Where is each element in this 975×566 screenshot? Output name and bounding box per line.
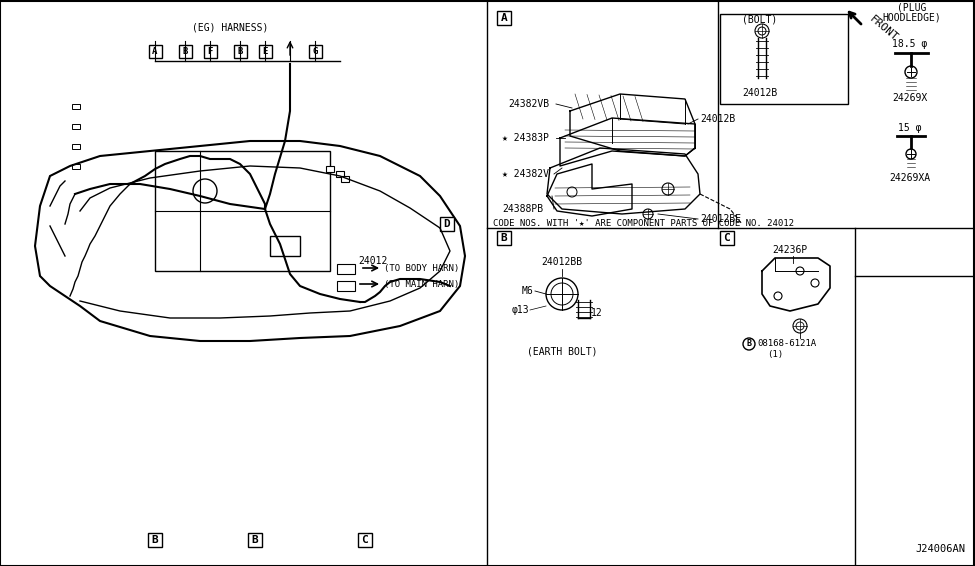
Text: A: A bbox=[500, 13, 507, 23]
Text: (BOLT): (BOLT) bbox=[742, 14, 778, 24]
Bar bbox=[341, 176, 349, 182]
Text: M6: M6 bbox=[523, 286, 534, 296]
Text: B: B bbox=[747, 340, 752, 349]
Text: (EARTH BOLT): (EARTH BOLT) bbox=[526, 346, 598, 356]
Text: B: B bbox=[237, 46, 243, 55]
Text: D: D bbox=[444, 219, 450, 229]
Text: C: C bbox=[362, 535, 369, 545]
Text: 24382VB: 24382VB bbox=[508, 99, 549, 109]
Text: E: E bbox=[262, 46, 268, 55]
Bar bbox=[337, 264, 355, 274]
Text: (PLUG: (PLUG bbox=[897, 3, 926, 13]
Bar bbox=[336, 171, 344, 177]
Bar bbox=[497, 231, 511, 245]
Text: (TO BODY HARN): (TO BODY HARN) bbox=[384, 264, 459, 272]
Text: F: F bbox=[208, 46, 213, 55]
Text: HOODLEDGE): HOODLEDGE) bbox=[882, 13, 942, 23]
Circle shape bbox=[743, 338, 755, 350]
Text: 24012B: 24012B bbox=[742, 88, 778, 98]
Bar bbox=[326, 166, 334, 172]
Text: B: B bbox=[182, 46, 187, 55]
Text: 18.5 φ: 18.5 φ bbox=[892, 39, 927, 49]
Text: B: B bbox=[252, 535, 258, 545]
Bar bbox=[72, 144, 80, 149]
Text: J24006AN: J24006AN bbox=[915, 544, 965, 554]
Text: 24236P: 24236P bbox=[772, 245, 807, 255]
Bar bbox=[358, 533, 372, 547]
Text: ★ 24383P: ★ 24383P bbox=[502, 133, 549, 143]
Bar bbox=[720, 14, 848, 104]
Bar bbox=[497, 11, 511, 25]
Text: φ13: φ13 bbox=[511, 305, 528, 315]
Text: (TO MAIN HARN): (TO MAIN HARN) bbox=[384, 280, 459, 289]
Bar bbox=[148, 45, 162, 58]
Bar bbox=[308, 45, 322, 58]
Text: 24269XA: 24269XA bbox=[889, 173, 930, 183]
Text: (1): (1) bbox=[767, 350, 783, 359]
Text: 24269X: 24269X bbox=[892, 93, 927, 103]
Text: 15 φ: 15 φ bbox=[898, 123, 921, 133]
Bar bbox=[248, 533, 262, 547]
Text: B: B bbox=[152, 535, 158, 545]
Text: 24012BE: 24012BE bbox=[700, 214, 741, 224]
Bar bbox=[178, 45, 191, 58]
Text: 24012B: 24012B bbox=[700, 114, 735, 124]
Bar bbox=[204, 45, 216, 58]
Bar bbox=[72, 104, 80, 109]
Text: A: A bbox=[152, 46, 158, 55]
Text: FRONT: FRONT bbox=[867, 14, 899, 44]
Bar bbox=[72, 124, 80, 129]
Bar bbox=[258, 45, 271, 58]
Text: B: B bbox=[500, 233, 507, 243]
Bar bbox=[270, 236, 300, 256]
Bar bbox=[337, 281, 355, 291]
Text: 12: 12 bbox=[591, 308, 603, 318]
Bar bbox=[155, 151, 330, 271]
Text: (EG) HARNESS): (EG) HARNESS) bbox=[192, 23, 268, 33]
Bar bbox=[233, 45, 247, 58]
Text: 08168-6121A: 08168-6121A bbox=[757, 340, 816, 349]
Text: C: C bbox=[723, 233, 730, 243]
Bar bbox=[440, 217, 454, 231]
Text: 24012: 24012 bbox=[358, 256, 387, 266]
Bar bbox=[720, 231, 734, 245]
Text: 24388PB: 24388PB bbox=[502, 204, 543, 214]
Bar bbox=[148, 533, 162, 547]
Text: 24012BB: 24012BB bbox=[541, 257, 583, 267]
Bar bbox=[72, 164, 80, 169]
Text: G: G bbox=[312, 46, 318, 55]
Text: ★ 24382V: ★ 24382V bbox=[502, 169, 549, 179]
Text: CODE NOS. WITH '★' ARE COMPONENT PARTS OF CODE NO. 24012: CODE NOS. WITH '★' ARE COMPONENT PARTS O… bbox=[493, 218, 794, 228]
